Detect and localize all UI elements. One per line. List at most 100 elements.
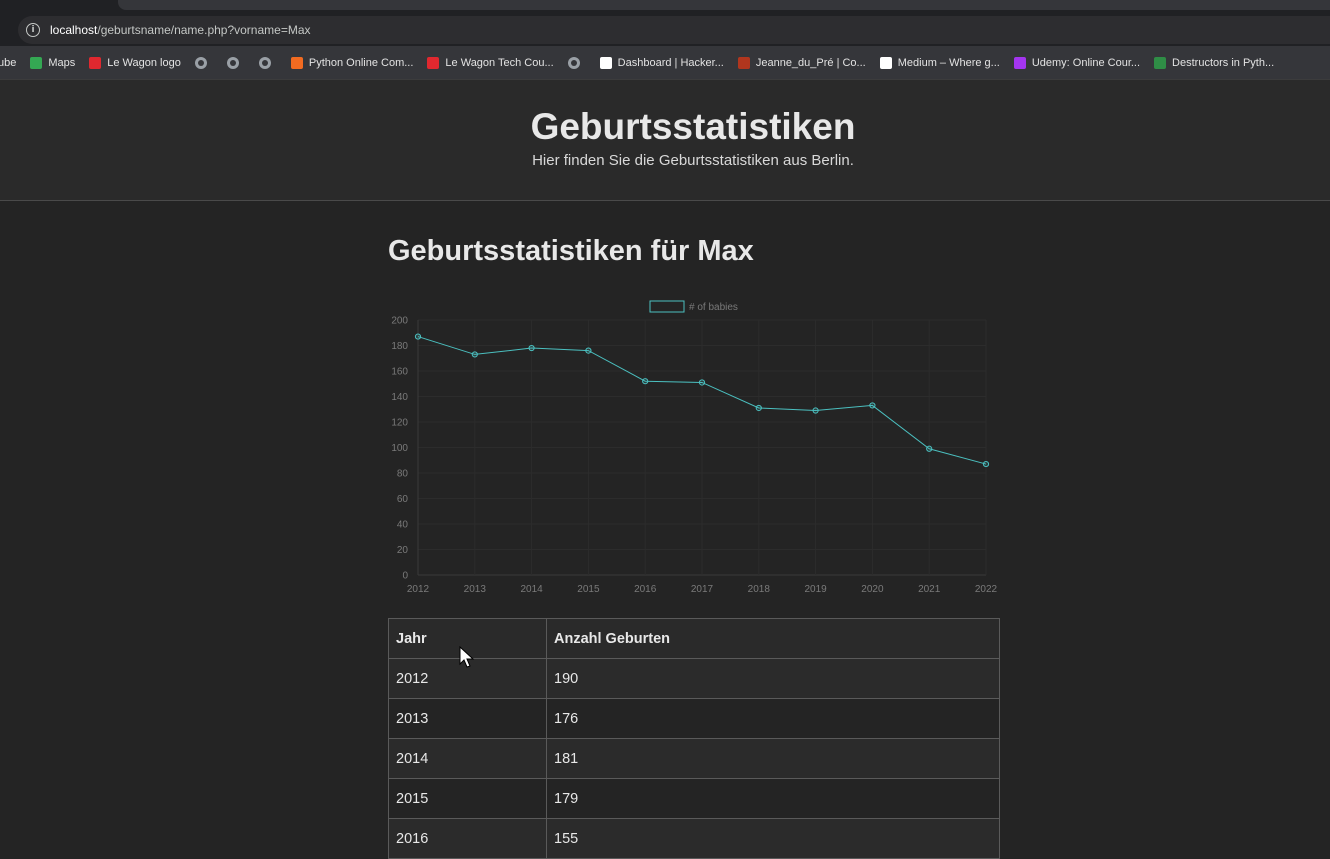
data-point [642, 378, 649, 385]
bookmark-item[interactable]: Python Online Com... [290, 56, 414, 69]
bookmark-label: Python Online Com... [308, 56, 414, 69]
y-tick-label: 200 [391, 316, 408, 327]
bookmark-label: Le Wagon logo [107, 56, 181, 69]
bookmark-item[interactable]: Medium – Where g... [879, 56, 1000, 69]
udemy-icon [1013, 56, 1026, 69]
x-tick-label: 2014 [520, 584, 543, 595]
globe-icon [194, 56, 207, 69]
bookmark-label: Dashboard | Hacker... [617, 56, 724, 69]
x-tick-label: 2019 [804, 584, 827, 595]
bookmark-label: Medium – Where g... [897, 56, 1000, 69]
cell-births: 176 [546, 698, 1000, 739]
column-header-births: Anzahl Geburten [546, 618, 1000, 659]
y-tick-label: 0 [402, 571, 408, 582]
data-point [414, 333, 422, 340]
legend-swatch [649, 300, 685, 313]
bookmark-item[interactable]: Le Wagon logo [89, 56, 181, 69]
cell-births: 179 [546, 778, 1000, 819]
bookmark-item[interactable]: Jeanne_du_Pré | Co... [737, 56, 866, 69]
x-tick-label: 2018 [748, 584, 771, 595]
y-tick-label: 160 [391, 367, 408, 378]
page-body: Geburtsstatistiken Hier finden Sie die G… [0, 80, 1330, 859]
cell-year: 2015 [388, 778, 547, 819]
cell-births: 190 [546, 658, 1000, 699]
data-point [812, 407, 819, 414]
globe-icon [226, 56, 239, 69]
bookmark-item[interactable] [194, 56, 213, 69]
bookmark-label: Le Wagon Tech Cou... [445, 56, 554, 69]
x-tick-label: 2017 [691, 584, 714, 595]
url-text[interactable]: localhost/geburtsname/name.php?vorname=M… [50, 23, 311, 37]
y-tick-label: 180 [391, 341, 408, 352]
x-tick-label: 2016 [634, 584, 657, 595]
bookmark-label: ube [0, 56, 17, 69]
bookmark-label: Destructors in Pyth... [1172, 56, 1275, 69]
x-tick-label: 2012 [407, 584, 430, 595]
cell-year: 2016 [388, 818, 547, 859]
python-compiler-icon [290, 56, 303, 69]
bookmark-item[interactable] [567, 56, 586, 69]
bookmark-item[interactable]: Dashboard | Hacker... [599, 56, 724, 69]
data-point [982, 460, 990, 468]
site-info-icon[interactable]: i [26, 23, 40, 37]
bookmarks-bar: ube Maps Le Wagon logo Python Online Com...… [0, 46, 1330, 80]
cell-births: 181 [546, 738, 1000, 779]
lewagon-icon [427, 56, 440, 69]
bookmark-item[interactable] [258, 56, 277, 69]
active-tab-edge [118, 0, 1330, 10]
globe-icon [567, 56, 580, 69]
page-title: Geburtsstatistiken [530, 106, 856, 147]
hackerrank-icon [599, 56, 612, 69]
y-tick-label: 100 [391, 443, 408, 454]
cell-year: 2012 [388, 658, 547, 699]
y-tick-label: 80 [397, 469, 409, 480]
page-subtitle: Hier finden Sie die Geburtsstatistiken a… [532, 152, 854, 169]
bookmark-item[interactable]: Maps [30, 56, 76, 69]
data-point [585, 347, 592, 354]
data-point [926, 445, 933, 452]
url-host: localhost [50, 23, 98, 37]
y-tick-label: 40 [397, 520, 409, 531]
bookmark-item[interactable]: Udemy: Online Cour... [1013, 56, 1141, 69]
table-row: 2015 179 [388, 778, 1000, 819]
bookmark-item[interactable]: ube [0, 57, 16, 69]
bookmark-item[interactable] [226, 56, 245, 69]
births-table: Jahr Anzahl Geburten 2012 190 2013 176 2014 1… [388, 618, 1000, 859]
data-point [698, 379, 706, 386]
x-tick-label: 2015 [577, 584, 600, 595]
maps-icon [30, 56, 43, 69]
bookmark-label: Jeanne_du_Pré | Co... [755, 56, 866, 69]
omnibox[interactable]: i localhost/geburtsname/name.php?vorname… [18, 16, 1330, 44]
x-tick-label: 2013 [464, 584, 487, 595]
data-point [471, 351, 478, 358]
bookmark-item[interactable]: Le Wagon Tech Cou... [427, 56, 554, 69]
page-header: Geburtsstatistiken Hier finden Sie die G… [0, 80, 1330, 201]
bookmark-label: Maps [48, 56, 76, 69]
data-point [528, 344, 535, 352]
x-tick-label: 2020 [861, 584, 884, 595]
table-row: 2013 176 [388, 698, 1000, 739]
lewagon-icon [89, 56, 102, 69]
y-tick-label: 120 [391, 418, 408, 429]
table-row: 2012 190 [388, 658, 1000, 699]
column-header-year: Jahr [388, 618, 547, 659]
x-tick-label: 2021 [918, 584, 941, 595]
y-tick-label: 60 [397, 494, 409, 505]
bookmark-label: Udemy: Online Cour... [1031, 56, 1141, 69]
codewars-icon [737, 56, 750, 69]
data-point [755, 404, 762, 412]
table-header-row: Jahr Anzahl Geburten [388, 618, 1000, 659]
browser-tab-strip [0, 0, 1330, 14]
y-tick-label: 20 [397, 545, 409, 556]
globe-icon [258, 56, 271, 69]
section-heading: Geburtsstatistiken für Max [388, 235, 754, 267]
y-tick-label: 140 [391, 392, 408, 403]
cell-year: 2014 [388, 738, 547, 779]
cell-year: 2013 [388, 698, 547, 739]
mouse-cursor-icon [459, 646, 475, 668]
geeksforgeeks-icon [1154, 56, 1167, 69]
births-line-chart: 0 20 40 60 80 100 120 140 160 180 200 2012 2013 2014 2… [391, 300, 998, 595]
table-row: 2014 181 [388, 738, 1000, 779]
bookmark-item[interactable]: Destructors in Pyth... [1154, 56, 1275, 69]
series-line [417, 336, 987, 465]
